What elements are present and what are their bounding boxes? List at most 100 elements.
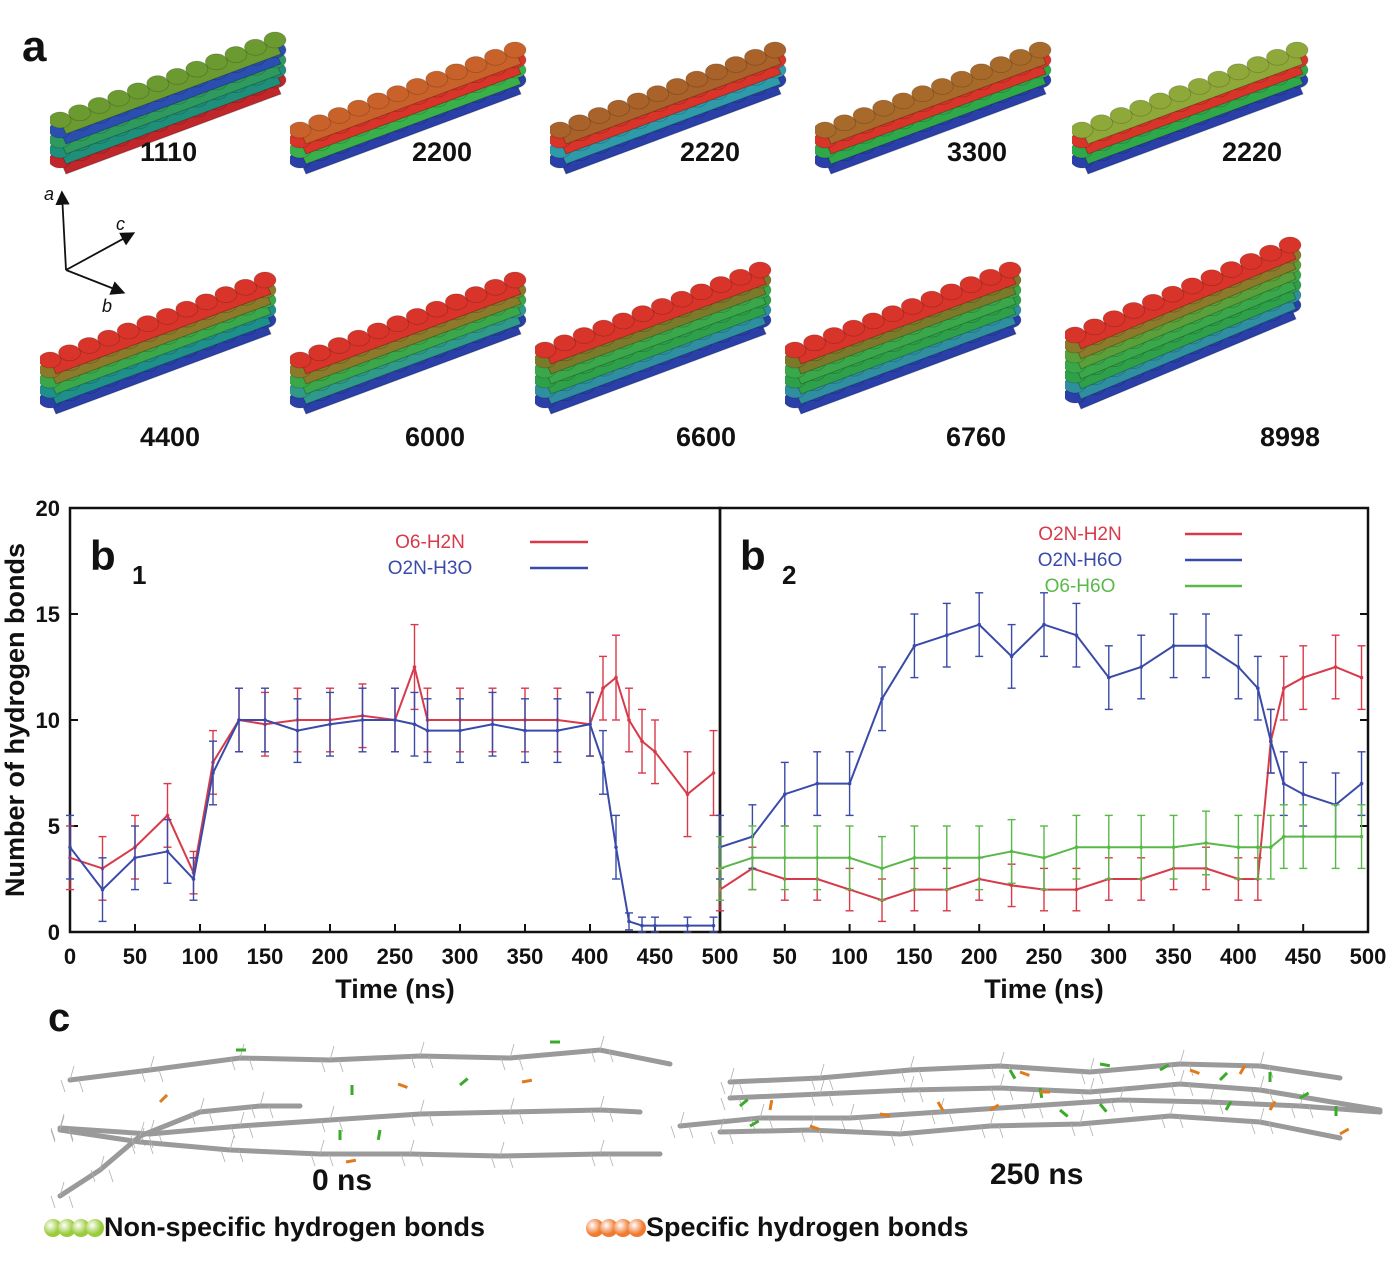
structure-atom-count: 2220	[1222, 137, 1283, 167]
x-tick-label: 200	[312, 944, 349, 969]
specific-bond	[1339, 1127, 1350, 1136]
side-chain	[590, 1153, 596, 1167]
snapshot-250ns	[670, 1049, 1383, 1147]
snapshot-time-right: 250 ns	[990, 1158, 1084, 1191]
side-chain	[1259, 1051, 1265, 1067]
legend-nonspecific: Non-specific hydrogen bonds	[44, 1212, 485, 1243]
side-chain	[980, 1125, 986, 1139]
side-chain	[490, 1155, 496, 1169]
side-chain	[78, 1079, 84, 1093]
axes-triad: a c b	[30, 180, 160, 320]
nonspecific-bond	[1098, 1103, 1108, 1113]
backbone-strand	[57, 1107, 643, 1137]
side-chain	[1169, 1101, 1175, 1117]
side-chain	[518, 1057, 524, 1071]
nonspecific-bond	[1059, 1108, 1069, 1118]
x-tick-label: 250	[377, 944, 414, 969]
x-tick-label: 50	[123, 944, 147, 969]
side-chain	[1119, 1085, 1125, 1101]
side-chain	[69, 1065, 75, 1081]
side-chain	[1268, 1121, 1274, 1135]
axis-c-label: c	[116, 214, 125, 234]
bead	[72, 1218, 90, 1237]
side-chain	[509, 1043, 515, 1059]
y-tick-label: 10	[36, 708, 60, 733]
side-chain	[590, 1049, 596, 1063]
side-chain	[428, 1113, 434, 1127]
side-chain	[720, 1097, 726, 1111]
legend-specific-text: Specific hydrogen bonds	[646, 1212, 969, 1242]
side-chain	[90, 1169, 96, 1183]
structure-atom-count: 6600	[676, 422, 737, 452]
side-chain	[599, 1095, 605, 1111]
bead	[600, 1218, 618, 1237]
side-chain	[50, 1129, 56, 1143]
nonspecific-bond	[1008, 1069, 1017, 1080]
nonspecific-bond	[1218, 1071, 1229, 1082]
side-chain	[190, 1111, 196, 1125]
side-chain	[1008, 1087, 1014, 1101]
side-chain	[419, 1041, 425, 1057]
side-chain	[858, 1117, 864, 1131]
side-chain	[759, 1103, 765, 1119]
backbone-strand	[717, 1113, 1343, 1141]
axis-a-arrow	[55, 190, 70, 271]
side-chain	[729, 1083, 735, 1099]
side-chain	[1209, 1087, 1215, 1103]
x-tick-label: 100	[182, 944, 219, 969]
side-chain	[918, 1089, 924, 1103]
x-tick-label: 400	[572, 944, 609, 969]
series-O6-H6O	[716, 804, 1366, 901]
side-chain	[148, 1135, 154, 1149]
side-chain	[250, 1105, 256, 1119]
side-chain	[50, 1195, 56, 1209]
structure-tile	[288, 10, 540, 210]
side-chain	[908, 1133, 914, 1147]
side-chain	[738, 1081, 744, 1095]
side-chain	[1128, 1099, 1134, 1113]
fibril-snapshots	[50, 1035, 1383, 1209]
side-chain	[840, 1117, 846, 1131]
side-chain	[1250, 1121, 1256, 1135]
side-chain	[199, 1097, 205, 1113]
side-chain	[428, 1055, 434, 1069]
x-tick-label: 500	[702, 944, 739, 969]
side-chain	[1250, 1065, 1256, 1079]
side-chain	[810, 1077, 816, 1091]
legend-entry: O6-H2N	[395, 532, 465, 553]
side-chain	[1160, 1115, 1166, 1129]
side-chain	[1268, 1089, 1274, 1103]
panel-b-subscript: 1	[132, 560, 146, 590]
x-tick-label: 350	[507, 944, 544, 969]
side-chain	[130, 1135, 136, 1149]
x-tick-label: 100	[831, 944, 868, 969]
side-chain	[59, 1113, 65, 1129]
side-chain	[1179, 1049, 1185, 1065]
side-chain	[909, 1075, 915, 1091]
side-chain	[1038, 1105, 1044, 1119]
structure-tile	[288, 250, 540, 450]
x-tick-label: 250	[1026, 944, 1063, 969]
panel-a-label: a	[22, 22, 47, 71]
side-chain	[899, 1119, 905, 1135]
side-chain	[900, 1069, 906, 1083]
series-O2N-H3O	[66, 687, 718, 933]
specific-bond	[1238, 1064, 1247, 1075]
backbone-strand	[67, 1047, 673, 1083]
side-chain	[1259, 1075, 1265, 1091]
nonspecific-bond	[1224, 1100, 1233, 1111]
structure-tile	[813, 10, 1065, 210]
side-chain	[220, 1149, 226, 1163]
axis-b-label: b	[102, 296, 112, 316]
side-chain	[1088, 1123, 1094, 1137]
side-chain	[310, 1153, 316, 1167]
side-chain	[679, 1111, 685, 1127]
backbone-strand	[57, 1103, 303, 1199]
side-chain	[1098, 1071, 1104, 1085]
bead	[614, 1218, 632, 1237]
side-chain	[688, 1125, 694, 1139]
side-chain	[319, 1139, 325, 1155]
side-chain	[1200, 1101, 1206, 1115]
structure-tile	[548, 10, 800, 210]
side-chain	[148, 1141, 154, 1155]
